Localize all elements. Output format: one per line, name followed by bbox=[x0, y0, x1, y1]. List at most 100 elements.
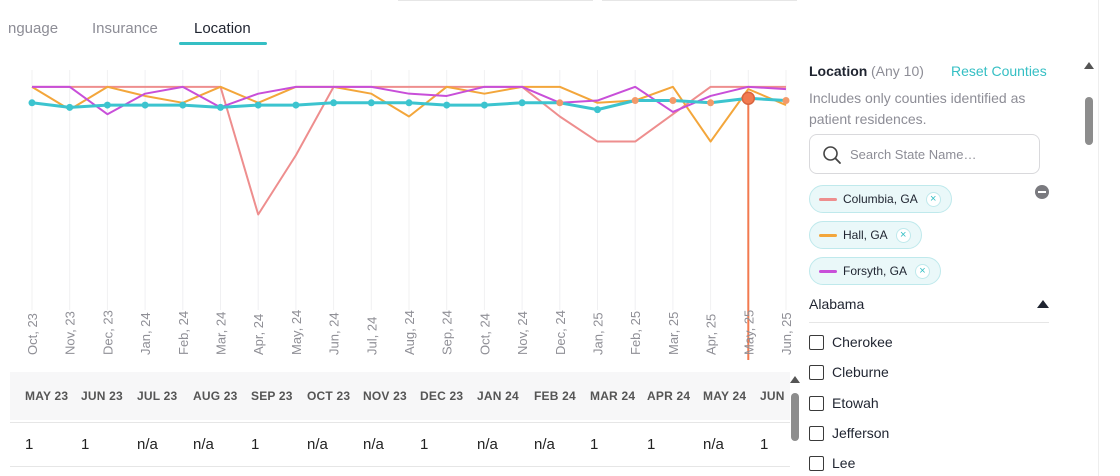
table-cell: n/a bbox=[363, 436, 384, 453]
table-column-header: OCT 23 bbox=[307, 389, 351, 403]
series-point bbox=[292, 101, 300, 109]
tab-language[interactable]: nguage bbox=[8, 20, 59, 37]
table-column-header: MAY 23 bbox=[25, 389, 69, 403]
table-column-header: JAN 24 bbox=[477, 389, 519, 403]
chip-hall-ga[interactable]: Hall, GA × bbox=[809, 221, 922, 249]
chart-grid bbox=[31, 70, 787, 310]
table-column-header: NOV 23 bbox=[363, 389, 407, 403]
chip-forsyth-ga[interactable]: Forsyth, GA × bbox=[809, 257, 942, 285]
x-tick-label: Jul, 24 bbox=[364, 317, 379, 355]
x-tick-label: Aug, 24 bbox=[402, 310, 417, 355]
remove-chip-icon[interactable]: × bbox=[895, 227, 911, 243]
series-point bbox=[669, 97, 677, 105]
series-point bbox=[556, 99, 564, 107]
table-cell: n/a bbox=[137, 436, 158, 453]
x-tick-label: Jan, 24 bbox=[138, 312, 153, 355]
x-tick-label: Mar, 25 bbox=[666, 312, 681, 355]
active-tab-indicator bbox=[179, 42, 267, 45]
table-column-header: MAY 24 bbox=[703, 389, 747, 403]
series-point bbox=[741, 91, 756, 105]
table-row-divider bbox=[10, 422, 790, 423]
county-option[interactable]: Etowah bbox=[809, 392, 879, 414]
table-cell: n/a bbox=[703, 436, 724, 453]
series-point bbox=[594, 106, 601, 114]
series-point bbox=[518, 99, 526, 107]
chip-label: Columbia, GA bbox=[843, 192, 918, 206]
series-point bbox=[707, 99, 715, 107]
county-option[interactable]: Cleburne bbox=[809, 361, 889, 383]
series-point bbox=[330, 99, 338, 107]
panel-scrollbar-thumb[interactable] bbox=[1085, 97, 1093, 145]
table-column-header: FEB 24 bbox=[534, 389, 576, 403]
chip-color-swatch bbox=[819, 197, 837, 201]
clear-all-minus-icon[interactable] bbox=[1035, 185, 1049, 199]
series-point bbox=[141, 101, 149, 109]
top-divider-right bbox=[602, 0, 797, 1]
tab-insurance[interactable]: Insurance bbox=[92, 20, 158, 37]
right-edge-divider bbox=[1098, 0, 1099, 476]
county-checkbox[interactable] bbox=[809, 455, 824, 471]
tab-location[interactable]: Location bbox=[194, 20, 251, 37]
table-cell: 1 bbox=[251, 436, 260, 453]
panel-description: Includes only counties identified as pat… bbox=[809, 90, 1026, 127]
table-column-header: SEP 23 bbox=[251, 389, 293, 403]
table-header bbox=[10, 372, 790, 420]
top-divider-left bbox=[398, 0, 593, 1]
series-point bbox=[103, 101, 111, 109]
county-label: Etowah bbox=[832, 395, 879, 411]
x-tick-label: Jun, 25 bbox=[779, 312, 794, 355]
panel-scroll-up-arrow[interactable] bbox=[1084, 62, 1094, 69]
series-point bbox=[480, 101, 488, 109]
series-point bbox=[66, 103, 74, 111]
remove-chip-icon[interactable]: × bbox=[925, 191, 941, 207]
x-tick-label: Nov, 23 bbox=[63, 311, 78, 355]
table-cell: n/a bbox=[193, 436, 214, 453]
chip-color-swatch bbox=[819, 233, 837, 237]
state-header[interactable]: Alabama bbox=[809, 296, 865, 312]
x-tick-label: Mar, 24 bbox=[214, 312, 229, 355]
table-column-header: JUN 24 bbox=[760, 389, 788, 403]
x-tick-label: Oct, 24 bbox=[477, 313, 492, 355]
table-scroll-up-arrow[interactable] bbox=[790, 376, 800, 383]
table-scrollbar-thumb[interactable] bbox=[791, 393, 799, 441]
x-tick-label: Nov, 24 bbox=[515, 311, 530, 355]
series-point bbox=[782, 97, 790, 105]
chip-color-swatch bbox=[819, 269, 837, 273]
table-cell: n/a bbox=[534, 436, 555, 453]
county-option[interactable]: Cherokee bbox=[809, 331, 893, 353]
table-cell: n/a bbox=[307, 436, 328, 453]
x-tick-label: Dec, 24 bbox=[553, 310, 568, 355]
table-column-header: MAR 24 bbox=[590, 389, 636, 403]
county-checkbox[interactable] bbox=[809, 334, 824, 350]
series-point bbox=[367, 99, 375, 107]
series-line-forsyth-ga bbox=[32, 85, 787, 116]
state-divider bbox=[809, 322, 1049, 323]
table-cell: 1 bbox=[81, 436, 90, 453]
collapse-caret-icon[interactable] bbox=[1037, 300, 1049, 308]
state-search-box[interactable] bbox=[809, 134, 1040, 174]
county-label: Cherokee bbox=[832, 334, 893, 350]
series-point bbox=[217, 103, 224, 111]
table-cell: 1 bbox=[420, 436, 429, 453]
panel-title: Location bbox=[809, 63, 868, 79]
county-label: Lee bbox=[832, 455, 856, 471]
series-point bbox=[254, 101, 262, 109]
remove-chip-icon[interactable]: × bbox=[915, 263, 931, 279]
panel-any-count: (Any 10) bbox=[871, 63, 924, 79]
search-input[interactable] bbox=[850, 144, 1030, 164]
chip-label: Hall, GA bbox=[843, 228, 888, 242]
county-checkbox[interactable] bbox=[809, 364, 824, 380]
county-option[interactable]: Jefferson bbox=[809, 422, 889, 444]
county-option[interactable]: Lee bbox=[809, 452, 855, 474]
series-point bbox=[631, 97, 639, 105]
county-label: Jefferson bbox=[832, 425, 890, 441]
line-chart[interactable]: Oct, 23 Nov, 23 Dec, 23 Jan, 24 Feb, 24 Mar, … bbox=[0, 60, 800, 370]
county-checkbox[interactable] bbox=[809, 425, 824, 441]
chip-columbia-ga[interactable]: Columbia, GA × bbox=[809, 185, 952, 213]
series-line-hall-ga bbox=[31, 85, 787, 143]
x-tick-label: Apr, 24 bbox=[251, 314, 266, 355]
x-tick-label: Apr, 25 bbox=[704, 314, 719, 355]
county-checkbox[interactable] bbox=[809, 395, 824, 411]
table-cell: 1 bbox=[25, 436, 34, 453]
reset-counties-link[interactable]: Reset Counties bbox=[951, 63, 1047, 79]
